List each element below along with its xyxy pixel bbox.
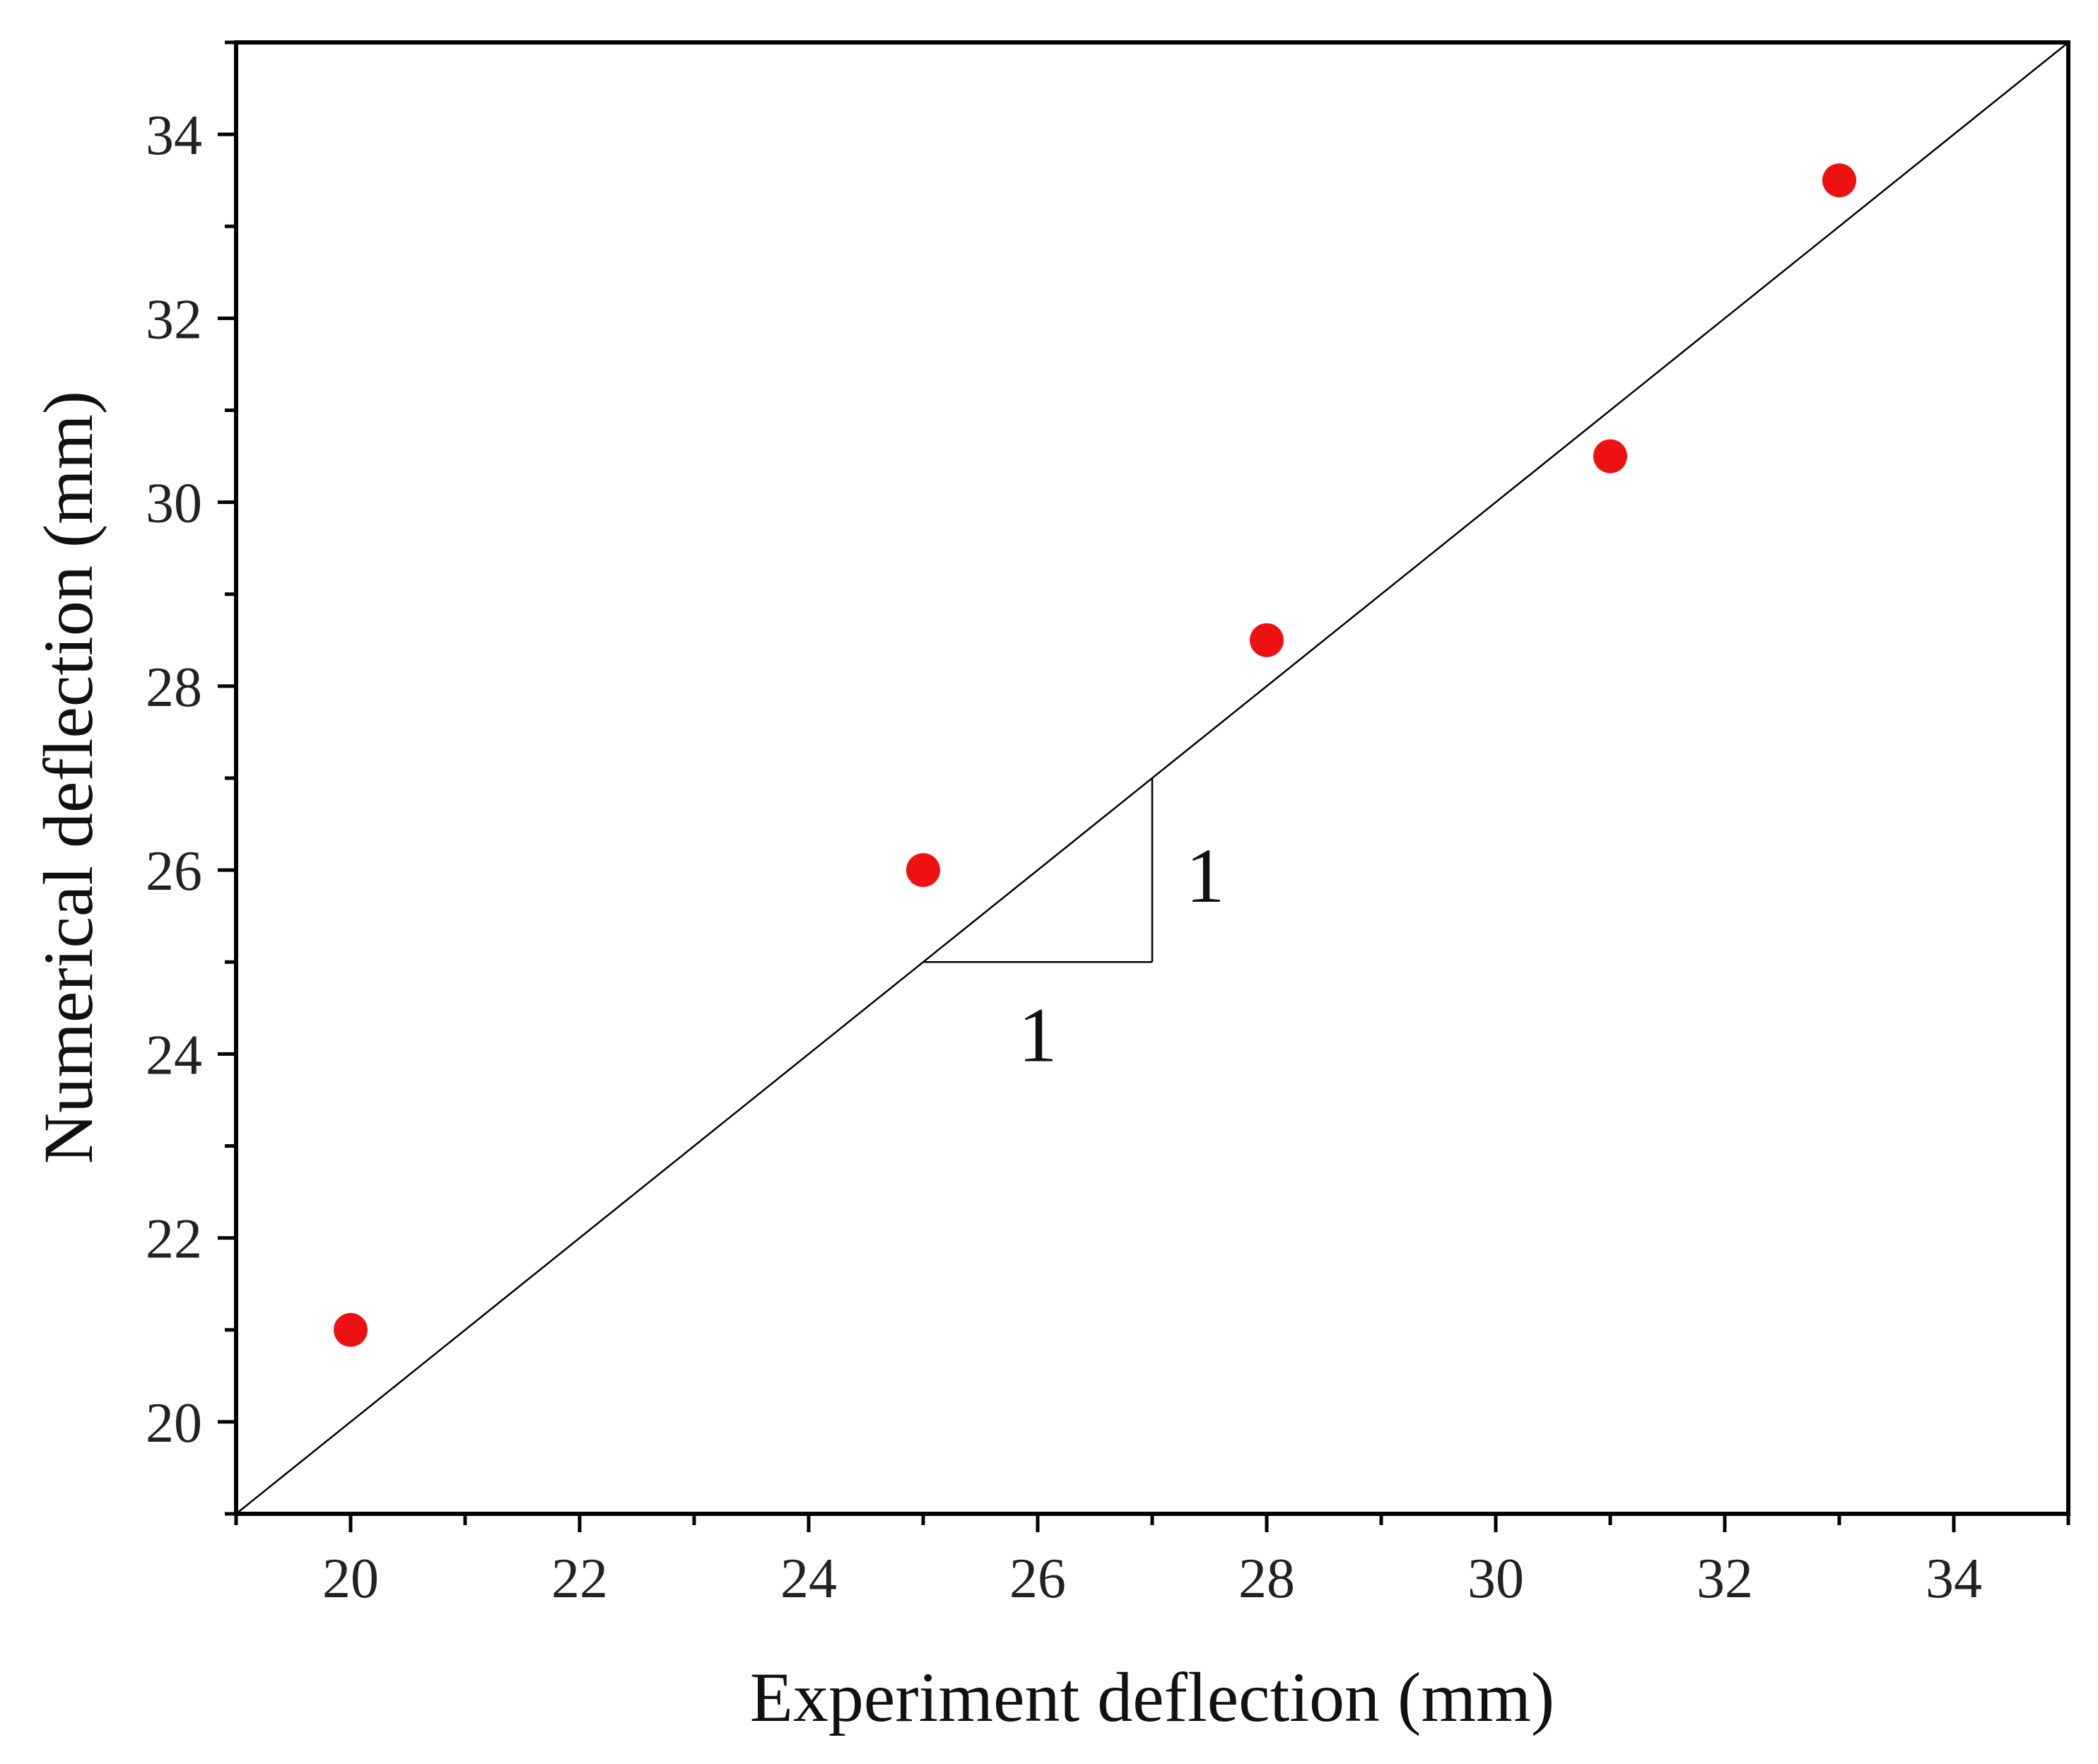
data-point [906, 853, 940, 888]
y-axis-title: Numerical deflection (mm) [29, 391, 107, 1164]
y-tick-label: 34 [146, 105, 202, 167]
data-point [334, 1312, 368, 1347]
x-tick-label: 32 [1696, 1548, 1753, 1610]
slope-triangle: 11 [923, 778, 1225, 1078]
x-tick-label: 28 [1238, 1548, 1295, 1610]
x-tick-label: 34 [1926, 1548, 1982, 1610]
y-tick-label: 32 [146, 288, 202, 351]
x-tick-label: 24 [780, 1548, 837, 1610]
x-tick-label: 26 [1009, 1548, 1066, 1610]
axis-ticks [218, 40, 2070, 1532]
y-tick-label: 30 [146, 473, 202, 535]
data-point [1593, 439, 1627, 474]
x-tick-label: 22 [551, 1548, 608, 1610]
y-tick-label: 20 [146, 1392, 202, 1454]
y-tick-label: 24 [146, 1024, 202, 1086]
x-tick-label: 30 [1467, 1548, 1524, 1610]
y-tick-label: 28 [146, 657, 202, 719]
axis-tick-labels: 20 22 24 26 28 30 32 34 20 22 24 26 28 30 32 34 [146, 105, 1982, 1610]
data-point [1822, 163, 1856, 198]
slope-run-label: 1 [1019, 992, 1057, 1078]
data-point [1250, 623, 1284, 657]
x-axis-title: Experiment deflection (mm) [750, 1658, 1554, 1736]
y-tick-label: 26 [146, 840, 202, 902]
y-tick-label: 22 [146, 1209, 202, 1271]
slope-rise-label: 1 [1186, 833, 1225, 919]
x-tick-label: 20 [322, 1548, 379, 1610]
data-points [334, 163, 1856, 1347]
